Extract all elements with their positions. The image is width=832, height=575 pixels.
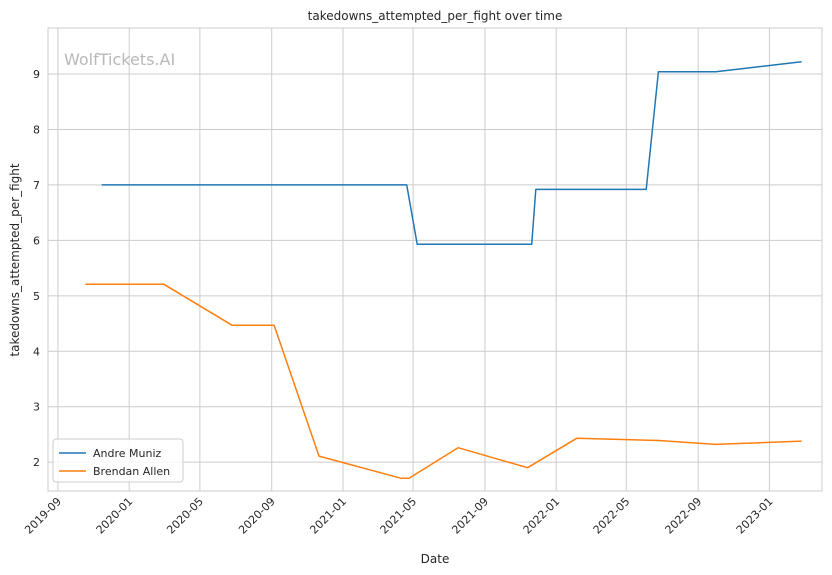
y-tick-label: 3 (33, 401, 40, 414)
y-tick-label: 2 (33, 456, 40, 469)
legend-label-brendan-allen: Brendan Allen (93, 465, 170, 478)
chart-title: takedowns_attempted_per_fight over time (308, 9, 563, 23)
y-tick-label: 4 (33, 345, 40, 358)
y-tick-label: 7 (33, 179, 40, 192)
legend: Andre Muniz Brendan Allen (53, 439, 183, 482)
y-axis-label: takedowns_attempted_per_fight (8, 163, 22, 356)
watermark: WolfTickets.AI (64, 50, 175, 69)
x-axis-label: Date (421, 552, 450, 566)
y-tick-label: 9 (33, 68, 40, 81)
y-tick-label: 8 (33, 123, 40, 136)
y-tick-label: 5 (33, 290, 40, 303)
y-tick-label: 6 (33, 234, 40, 247)
legend-label-andre-muniz: Andre Muniz (93, 447, 162, 460)
